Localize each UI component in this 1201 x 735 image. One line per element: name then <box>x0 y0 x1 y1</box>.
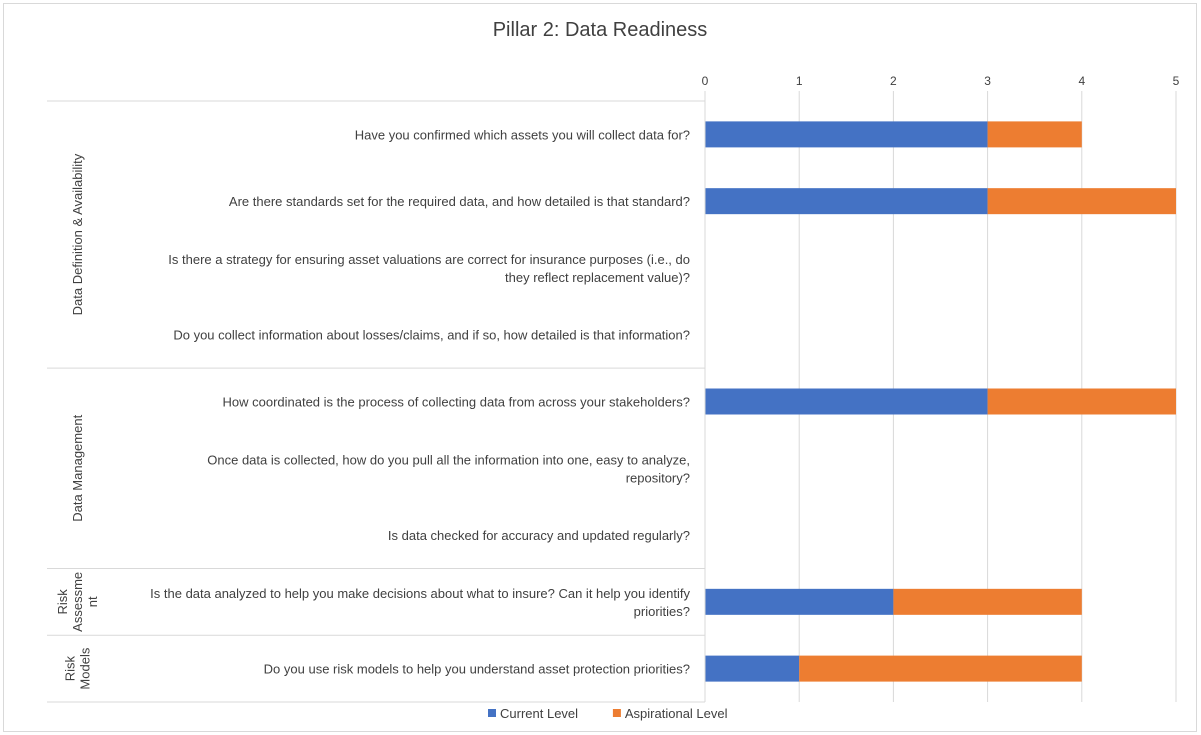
legend-label: Current Level <box>500 706 578 721</box>
bar-aspirational-level <box>987 388 1176 415</box>
bar-aspirational-level <box>799 655 1082 682</box>
category-label: Do you collect information about losses/… <box>173 328 690 343</box>
category-label: Is the data analyzed to help you make de… <box>150 586 690 619</box>
group-label: RiskModels <box>63 647 93 689</box>
x-tick-label: 0 <box>702 74 709 88</box>
bar-aspirational-level <box>987 121 1082 148</box>
x-tick-label: 2 <box>890 74 897 88</box>
legend-swatch <box>488 709 496 717</box>
legend-swatch <box>612 709 621 717</box>
bar-aspirational-level <box>893 588 1082 615</box>
category-label: Have you confirmed which assets you will… <box>355 127 690 142</box>
x-tick-label: 4 <box>1078 74 1085 88</box>
category-label: How coordinated is the process of collec… <box>222 395 690 410</box>
bar-current-level <box>705 655 800 682</box>
bar-current-level <box>705 188 988 215</box>
category-label: Once data is collected, how do you pull … <box>207 452 690 485</box>
chart-title: Pillar 2: Data Readiness <box>493 19 708 41</box>
bar-current-level <box>705 388 988 415</box>
group-label: Data Definition & Availability <box>70 153 85 315</box>
legend-label: Aspirational Level <box>625 706 728 721</box>
group-label: Data Management <box>70 414 85 521</box>
x-tick-label: 5 <box>1173 74 1180 88</box>
bar-current-level <box>705 121 988 148</box>
group-label: RiskAssessment <box>55 572 100 632</box>
x-tick-label: 1 <box>796 74 803 88</box>
x-tick-label: 3 <box>984 74 991 88</box>
bar-aspirational-level <box>987 188 1176 215</box>
category-label: Is data checked for accuracy and updated… <box>388 528 690 543</box>
category-label: Do you use risk models to help you under… <box>264 662 690 677</box>
category-label: Are there standards set for the required… <box>229 194 690 209</box>
bar-current-level <box>705 588 894 615</box>
category-label: Is there a strategy for ensuring asset v… <box>168 252 690 285</box>
